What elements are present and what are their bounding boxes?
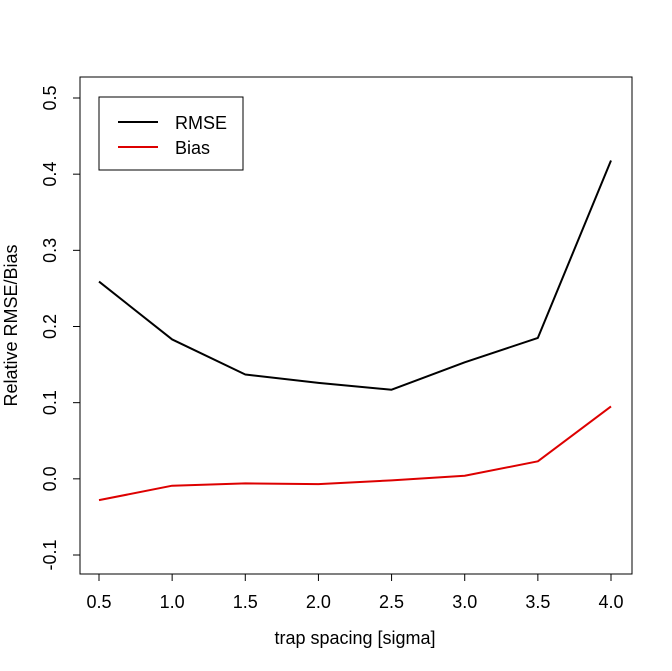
x-tick-label: 3.0	[452, 592, 477, 612]
x-axis: 0.5 1.0 1.5 2.0 2.5 3.0 3.5 4.0	[86, 573, 624, 612]
x-tick-label: 2.0	[306, 592, 331, 612]
y-tick-label: 0.4	[40, 162, 60, 187]
y-tick-label: 0.0	[40, 466, 60, 491]
series-line-rmse	[98, 160, 612, 391]
y-tick-label: 0.2	[40, 314, 60, 339]
y-tick-label: -0.1	[40, 539, 60, 570]
legend-label-rmse: RMSE	[175, 113, 227, 133]
x-tick-label: 1.0	[160, 592, 185, 612]
x-axis-label: trap spacing [sigma]	[274, 628, 435, 648]
x-tick-label: 1.5	[233, 592, 258, 612]
x-tick-label: 2.5	[379, 592, 404, 612]
y-tick-label: 0.3	[40, 238, 60, 263]
y-axis-label: Relative RMSE/Bias	[1, 244, 21, 406]
x-tick-label: 0.5	[86, 592, 111, 612]
y-tick-label: 0.5	[40, 85, 60, 110]
legend-box	[98, 96, 244, 171]
x-tick-label: 4.0	[598, 592, 623, 612]
x-tick-label: 3.5	[525, 592, 550, 612]
legend: RMSE Bias	[98, 96, 244, 171]
y-axis: -0.1 0.0 0.1 0.2 0.3 0.4 0.5	[40, 85, 81, 571]
series-line-bias	[98, 405, 612, 502]
y-tick-label: 0.1	[40, 390, 60, 415]
series-lines	[98, 160, 612, 502]
plot-frame	[79, 76, 633, 575]
legend-label-bias: Bias	[175, 138, 210, 158]
